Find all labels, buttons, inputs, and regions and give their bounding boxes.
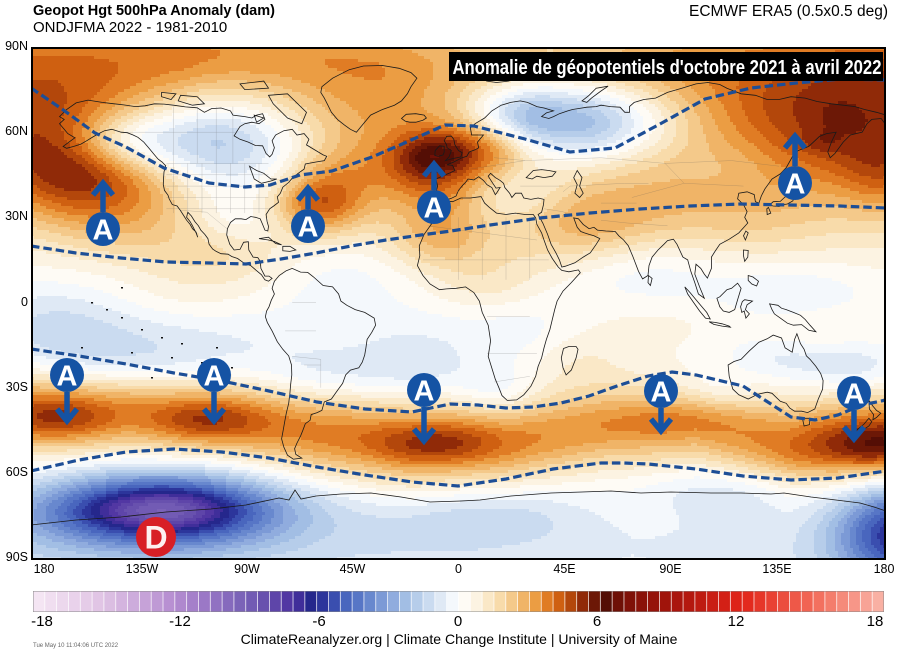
svg-text:A: A — [414, 376, 435, 408]
svg-text:A: A — [785, 169, 806, 201]
svg-text:A: A — [93, 215, 114, 247]
svg-text:Anomalie de géopotentiels d'oc: Anomalie de géopotentiels d'octobre 2021… — [453, 57, 882, 79]
svg-text:A: A — [204, 361, 225, 393]
svg-text:A: A — [298, 212, 319, 244]
svg-text:A: A — [651, 377, 672, 409]
svg-text:A: A — [844, 379, 865, 411]
svg-text:A: A — [57, 361, 78, 393]
svg-text:D: D — [144, 520, 167, 556]
svg-text:A: A — [424, 193, 445, 225]
